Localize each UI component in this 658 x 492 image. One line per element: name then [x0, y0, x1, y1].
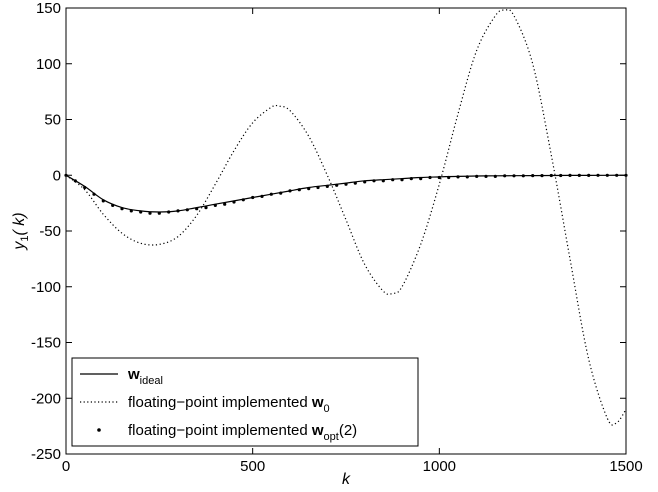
series-2-point-27 — [316, 185, 320, 190]
series-2-point-41 — [447, 175, 451, 180]
legend-entry-1: wideal — [127, 366, 163, 387]
series-2-point-14 — [195, 207, 199, 211]
legend-entry-3-prefix: floating−point implemented — [128, 422, 312, 439]
series-2-point-45 — [484, 174, 488, 178]
series-2-point-15 — [204, 206, 208, 210]
series-2-point-23 — [279, 191, 283, 195]
series-2-point-22 — [269, 192, 273, 196]
y-tick-label-4: -50 — [39, 223, 61, 240]
series-2-point-13 — [185, 208, 189, 212]
legend-entry-3: floating−point implemented wopt(2) — [128, 422, 357, 443]
legend-swatch-marker — [97, 428, 101, 432]
series-2-point-21 — [260, 194, 264, 198]
y-tick-label-8: 150 — [36, 0, 61, 17]
series-2-point-58 — [605, 173, 609, 177]
legend-entry-1-symbol: w — [127, 366, 140, 383]
legend-entry-2-sub: 0 — [324, 403, 330, 415]
series-2-point-50 — [531, 174, 535, 178]
series-2-point-36 — [400, 178, 404, 182]
series-2-point-0 — [64, 173, 68, 177]
series-2-point-42 — [456, 175, 460, 179]
y-tick-label-3: -100 — [31, 279, 61, 296]
legend-entry-3-sub: opt — [324, 431, 339, 443]
axis-ticks: 0 500 1000 1500 -250 -200 -150 -100 -50 0 50 100 150 — [31, 0, 643, 475]
series-1-line — [65, 9, 627, 426]
legend-entry-2-symbol: w — [311, 394, 324, 411]
series-2-point-24 — [288, 189, 292, 193]
series-2-point-38 — [419, 177, 423, 181]
series-2-point-48 — [512, 174, 516, 178]
series-layer — [64, 9, 628, 426]
series-2-point-7 — [129, 209, 133, 213]
series-2-point-19 — [241, 198, 245, 202]
legend-entry-2-prefix: floating−point implemented — [128, 394, 312, 411]
series-2-point-56 — [587, 173, 591, 177]
series-2-point-28 — [325, 184, 329, 188]
series-2-point-32 — [363, 180, 367, 184]
x-tick-label-3: 1500 — [609, 458, 642, 475]
legend-entry-1-sub: ideal — [140, 375, 163, 387]
y-axis-label-rest: ( k) — [11, 212, 28, 235]
series-2-point-33 — [372, 179, 376, 183]
series-2-point-31 — [353, 181, 357, 185]
y-axis-label-main: y — [11, 241, 28, 251]
y-tick-label-5: 0 — [53, 167, 61, 184]
series-2-point-11 — [167, 210, 171, 214]
series-2-point-8 — [139, 210, 143, 214]
series-2-point-39 — [428, 175, 432, 180]
series-2-point-5 — [111, 203, 115, 207]
series-2-point-55 — [577, 173, 581, 177]
series-2-point-37 — [409, 177, 413, 181]
series-2-point-20 — [251, 195, 255, 200]
series-2-point-49 — [521, 174, 525, 178]
series-2-point-18 — [232, 200, 236, 204]
x-tick-label-1: 500 — [240, 458, 265, 475]
series-2-point-57 — [596, 173, 600, 177]
y-axis-label: y1( k) — [11, 212, 31, 250]
series-2-point-4 — [101, 199, 105, 203]
y-tick-label-1: -200 — [31, 390, 61, 407]
series-2-point-47 — [503, 174, 507, 178]
series-2-point-54 — [568, 173, 572, 177]
series-2-point-34 — [381, 179, 385, 183]
series-2-point-53 — [559, 173, 563, 178]
series-2-point-46 — [493, 174, 497, 178]
series-2-point-29 — [335, 183, 339, 187]
legend: wideal floating−point implemented w0 flo… — [71, 357, 419, 447]
x-axis-label: k — [342, 471, 351, 488]
series-2-point-44 — [475, 174, 479, 178]
y-tick-label-7: 100 — [36, 56, 61, 73]
y-tick-label-6: 50 — [44, 112, 61, 129]
legend-entry-3-symbol: w — [311, 422, 324, 439]
series-2-point-6 — [120, 207, 124, 211]
series-2-point-1 — [73, 179, 77, 183]
series-2-point-30 — [344, 182, 348, 186]
series-2-point-10 — [157, 211, 161, 215]
series-2-point-9 — [148, 211, 152, 215]
series-2-point-12 — [176, 209, 180, 213]
y-tick-label-2: -150 — [31, 335, 61, 352]
series-2-point-43 — [465, 175, 469, 179]
series-2-point-25 — [297, 188, 301, 192]
legend-entry-2: floating−point implemented w0 — [128, 394, 330, 415]
legend-entry-3-suffix: (2) — [339, 422, 357, 439]
y-axis-label-sub: 1 — [19, 235, 31, 241]
x-tick-label-0: 0 — [62, 458, 70, 475]
series-2-point-2 — [83, 185, 87, 190]
series-2-point-35 — [391, 178, 395, 182]
series-2-point-52 — [549, 173, 553, 178]
series-2-point-16 — [213, 203, 217, 207]
y-tick-label-0: -250 — [31, 446, 61, 463]
series-2-point-3 — [92, 192, 96, 196]
series-2-point-51 — [540, 174, 544, 178]
series-2-point-26 — [307, 187, 311, 191]
series-2-point-40 — [437, 175, 441, 180]
series-2-point-60 — [624, 173, 628, 177]
series-2-point-17 — [223, 202, 227, 206]
legend-box — [71, 357, 419, 447]
x-tick-label-2: 1000 — [423, 458, 456, 475]
series-2-point-59 — [615, 173, 619, 177]
